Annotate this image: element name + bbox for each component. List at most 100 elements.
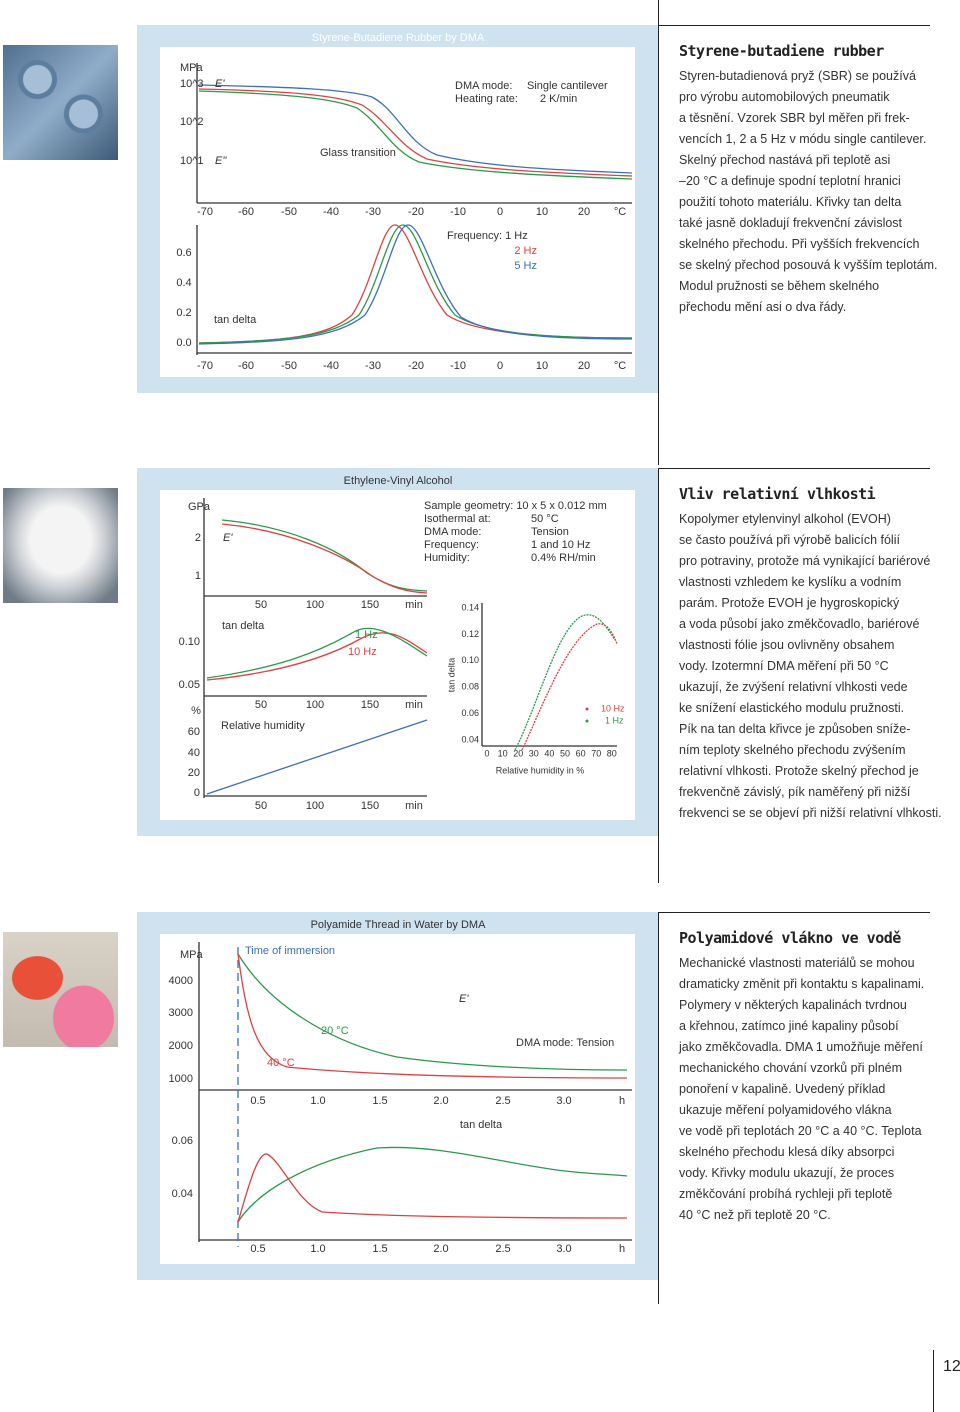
- label: -50: [281, 360, 297, 372]
- label: 2.0: [433, 1095, 448, 1107]
- label: -60: [238, 360, 254, 372]
- text-line: frekvenčně závislý, pík naměřený při niž…: [679, 785, 911, 799]
- axis-unit: GPa: [188, 501, 211, 513]
- label: 0.12: [461, 629, 479, 639]
- figure-panel: Styrene-Butadiene Rubber by DMA MPa 10^3…: [137, 25, 658, 393]
- y-tick-label: 0: [194, 787, 200, 799]
- section-title: Vliv relativní vlhkosti: [679, 485, 876, 503]
- label: -50: [281, 206, 297, 218]
- label: 150: [361, 800, 379, 812]
- annotation: Glass transition: [320, 147, 396, 159]
- annotation: DMA mode:: [455, 80, 512, 92]
- y-tick-label: 20: [188, 767, 200, 779]
- legend-label: 10 Hz: [348, 646, 377, 658]
- label: 0.4% RH/min: [531, 552, 596, 564]
- section-body: Mechanické vlastnosti materiálů se mohou…: [679, 953, 939, 1226]
- text-line: se skelný přechod posouvá k vyšším teplo…: [679, 258, 938, 272]
- rule: [658, 912, 659, 1304]
- text-line: Mechanické vlastnosti materiálů se mohou: [679, 956, 915, 970]
- text-line: ním teploty skelného přechodu zvýšením: [679, 743, 906, 757]
- figure-title: Polyamide Thread in Water by DMA: [311, 919, 487, 931]
- text-line: parám. Protože EVOH je hygroskopický: [679, 596, 900, 610]
- label: Frequency:: [424, 539, 479, 551]
- section-title: Styrene-butadiene rubber: [679, 42, 884, 60]
- label: 100: [306, 800, 324, 812]
- label: -10: [450, 360, 466, 372]
- label: min: [405, 800, 423, 812]
- section-body: Kopolymer etylenvinyl alkohol (EVOH) se č…: [679, 509, 942, 824]
- rule: [658, 468, 930, 469]
- text-line: ponoření v kapalině. Uvedený příklad: [679, 1082, 886, 1096]
- legend-label: 10 Hz: [601, 703, 625, 713]
- label: 150: [361, 699, 379, 711]
- y-tick-label: 0.0: [176, 337, 191, 349]
- plot-area: [160, 490, 635, 820]
- label: -40: [323, 360, 339, 372]
- label: 80: [607, 748, 617, 758]
- y-tick-label: 1000: [169, 1073, 193, 1085]
- figure: Polyamide Thread in Water by DMA MPa 400…: [160, 919, 635, 1264]
- label: 0: [484, 748, 489, 758]
- label: 3.0: [556, 1095, 571, 1107]
- annotation: Time of immersion: [245, 945, 335, 957]
- label: 3.0: [556, 1243, 571, 1255]
- y-tick-label: 3000: [169, 1007, 193, 1019]
- label: 50: [255, 800, 267, 812]
- text-line: přechodu mění asi o dva řády.: [679, 300, 847, 314]
- label: 0.5: [250, 1243, 265, 1255]
- label: -70: [197, 360, 213, 372]
- text-line: ukazují, že zvýšení relativní vlhkosti v…: [679, 680, 908, 694]
- label: 10: [498, 748, 508, 758]
- label: 1 and 10 Hz: [531, 539, 590, 551]
- annotation: 2 K/min: [540, 93, 577, 105]
- text-line: ke snížení elastického modulu pružnosti.: [679, 701, 905, 715]
- label: 2.5: [495, 1243, 510, 1255]
- legend-label: 1 Hz: [605, 715, 624, 725]
- label: 50 °C: [531, 513, 559, 525]
- text-line: změkčování probíhá rychleji při teplotě: [679, 1187, 893, 1201]
- text-line: vody. Izotermní DMA měření při 50 °C: [679, 659, 889, 673]
- y-tick-label: 4000: [169, 975, 193, 987]
- label: 0.10: [461, 655, 479, 665]
- section: Styrene-butadiene rubber Styren-butadieno…: [679, 42, 939, 318]
- text-line: ve vodě při teplotách 20 °C a 40 °C. Tep…: [679, 1124, 922, 1138]
- label: 0: [497, 206, 503, 218]
- label: 2.5: [495, 1095, 510, 1107]
- axis-label: tan delta: [460, 1119, 503, 1131]
- label: DMA mode:: [424, 526, 481, 538]
- y-tick-label: 2000: [169, 1040, 193, 1052]
- text-line: vody. Křivky modulu ukazují, že proces: [679, 1166, 895, 1180]
- axis-label: tan delta: [446, 658, 456, 693]
- figure-panel: Ethylene-Vinyl Alcohol GPa 2 1 E' Sample…: [137, 468, 658, 836]
- label: 0.14: [461, 602, 479, 612]
- section-title: Polyamidové vlákno ve vodě: [679, 929, 901, 947]
- figure-title: Ethylene-Vinyl Alcohol: [344, 475, 453, 487]
- y-tick-label: 10^1: [180, 155, 204, 167]
- label: 0.04: [461, 734, 479, 744]
- text-line: skelného přechodu. Při vyšších frekvencí…: [679, 237, 920, 251]
- label: 0.06: [461, 708, 479, 718]
- text-line: relativní vlhkosti. Protože skelný přech…: [679, 764, 919, 778]
- label: °C: [614, 360, 626, 372]
- text-line: Styren-butadienová pryž (SBR) se používá: [679, 69, 916, 83]
- y-tick-label: 0.4: [176, 277, 191, 289]
- y-tick-label: 10^3: [180, 78, 204, 90]
- label: 20: [513, 748, 523, 758]
- rule: [933, 1350, 934, 1412]
- text-line: pro potraviny, protože má vynikající bar…: [679, 554, 931, 568]
- label: -70: [197, 206, 213, 218]
- label: °C: [614, 206, 626, 218]
- label: Isothermal at:: [424, 513, 491, 525]
- label: 10: [536, 206, 548, 218]
- legend-label: 5 Hz: [514, 260, 537, 272]
- rule: [658, 912, 930, 913]
- y-tick-label: 2: [195, 532, 201, 544]
- curves: [198, 942, 632, 1247]
- label: -60: [238, 206, 254, 218]
- label: Sample geometry: 10 x 5 x 0.012 mm: [424, 500, 607, 512]
- legend-label: Frequency: 1 Hz: [447, 230, 528, 242]
- label: 2.0: [433, 1243, 448, 1255]
- text-line: Polymery v některých kapalinách tvrdnou: [679, 998, 907, 1012]
- axis-label: Relative humidity: [221, 720, 305, 732]
